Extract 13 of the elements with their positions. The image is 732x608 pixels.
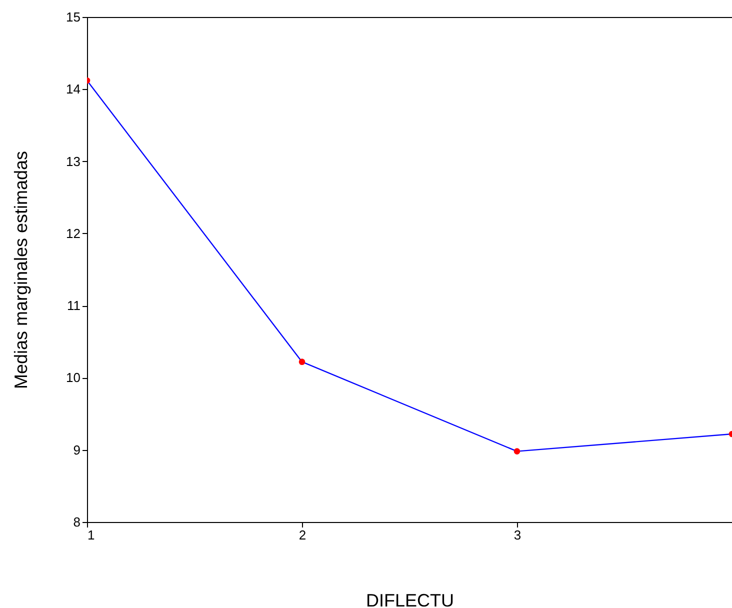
y-tick-label: 14	[66, 82, 80, 97]
y-tick-label: 9	[73, 442, 80, 458]
y-tick-label: 15	[66, 10, 80, 24]
x-axis-title: DIFLECTU	[366, 590, 454, 608]
y-tick-label: 12	[66, 226, 80, 241]
y-tick-label: 8	[73, 514, 80, 530]
x-tick-label: 1	[88, 528, 95, 542]
x-tick-label: 2	[298, 528, 306, 542]
y-axis-title: Medias marginales estimadas	[11, 150, 32, 390]
y-tick-label: 13	[66, 154, 80, 169]
x-tick-label: 3	[514, 528, 522, 542]
y-tick-label: 11	[67, 298, 80, 314]
y-tick-label: 10	[66, 370, 80, 386]
